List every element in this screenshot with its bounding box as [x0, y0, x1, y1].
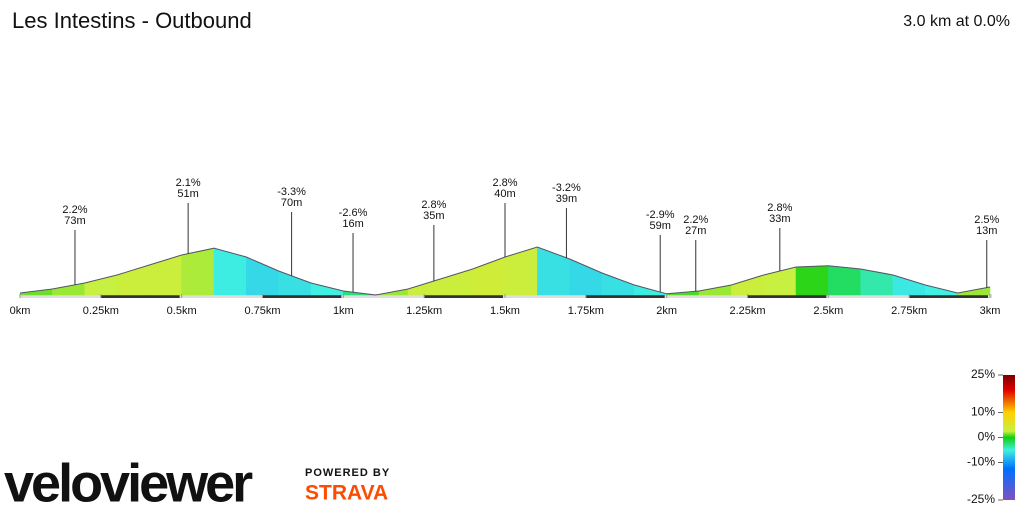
profile-slice: [278, 270, 312, 296]
km-bars: [100, 295, 988, 298]
annotation-grade: 2.8%: [421, 199, 446, 211]
x-tick-label: 2.75km: [891, 305, 927, 317]
x-tick-label: 0km: [10, 305, 31, 317]
x-tick-label: 2.25km: [729, 305, 765, 317]
profile-slice: [537, 246, 570, 296]
annotation-length: 70m: [281, 197, 302, 209]
annotation-grade: -3.2%: [552, 182, 581, 194]
km-bar: [909, 295, 988, 298]
profile-slice: [828, 265, 861, 296]
profile-slice: [310, 282, 344, 296]
annotation-length: 40m: [494, 188, 515, 200]
x-tick-label: 0.5km: [167, 305, 197, 317]
colorbar-label: -10%: [967, 455, 995, 469]
x-tick-label: 2.5km: [813, 305, 843, 317]
powered-by: POWERED BY: [305, 467, 390, 479]
annotation-length: 73m: [64, 215, 85, 227]
x-tick-label: 0.75km: [244, 305, 280, 317]
baseline: [20, 294, 992, 298]
colorbar-label: -25%: [967, 492, 995, 506]
annotation-length: 59m: [649, 220, 670, 232]
profile-slice: [246, 256, 279, 296]
km-bar: [262, 295, 342, 298]
km-bar: [424, 295, 503, 298]
profile-slice: [52, 282, 85, 296]
annotation-length: 16m: [342, 218, 363, 230]
x-tick-label: 1km: [333, 305, 354, 317]
x-tick-label: 2km: [656, 305, 677, 317]
profile-slice: [860, 268, 894, 296]
annotation-length: 35m: [423, 210, 444, 222]
profile-slice: [84, 274, 118, 296]
profile-slice: [569, 258, 603, 296]
profile-slice: [731, 274, 764, 296]
x-tick-label: 1.75km: [568, 305, 604, 317]
annotation-grade: -3.3%: [277, 186, 306, 198]
annotation-grade: 2.2%: [683, 214, 708, 226]
colorbar-label: 25%: [971, 367, 995, 381]
logo: veloviewer: [4, 453, 253, 512]
annotation-grade: 2.2%: [62, 204, 87, 216]
annotation-length: 39m: [556, 193, 577, 205]
profile-slice: [892, 274, 926, 296]
annotation-length: 51m: [177, 188, 198, 200]
annotation-grade: 2.1%: [176, 177, 201, 189]
annotation-length: 27m: [685, 225, 706, 237]
km-bar: [585, 295, 665, 298]
profile-slice: [181, 247, 215, 296]
profile-slice: [504, 246, 538, 296]
profile-slice: [795, 265, 829, 296]
chart-title: Les Intestins - Outbound: [12, 8, 252, 33]
colorbar-label: 10%: [971, 405, 995, 419]
annotation-grade: 2.5%: [974, 214, 999, 226]
annotation-grade: -2.9%: [646, 209, 675, 221]
annotation-grade: 2.8%: [767, 202, 792, 214]
x-tick-label: 1.5km: [490, 305, 520, 317]
annotation-grade: -2.6%: [339, 207, 368, 219]
colorbar-label: 0%: [978, 430, 996, 444]
x-tick-label: 0.25km: [83, 305, 119, 317]
profile-slice: [149, 254, 182, 296]
strava: STRAVA: [305, 482, 388, 505]
km-bar: [100, 295, 180, 298]
chart-subtitle: 3.0 km at 0.0%: [903, 13, 1010, 30]
profile-slice: [601, 272, 635, 296]
x-tick-label: 1.25km: [406, 305, 442, 317]
annotation-length: 13m: [976, 225, 997, 237]
annotation-grade: 2.8%: [492, 177, 517, 189]
profile-slice: [440, 268, 473, 296]
annotation-length: 33m: [769, 213, 790, 225]
km-bar: [747, 295, 827, 298]
colorbar: [1003, 375, 1015, 500]
x-tick-label: 3km: [980, 305, 1001, 317]
